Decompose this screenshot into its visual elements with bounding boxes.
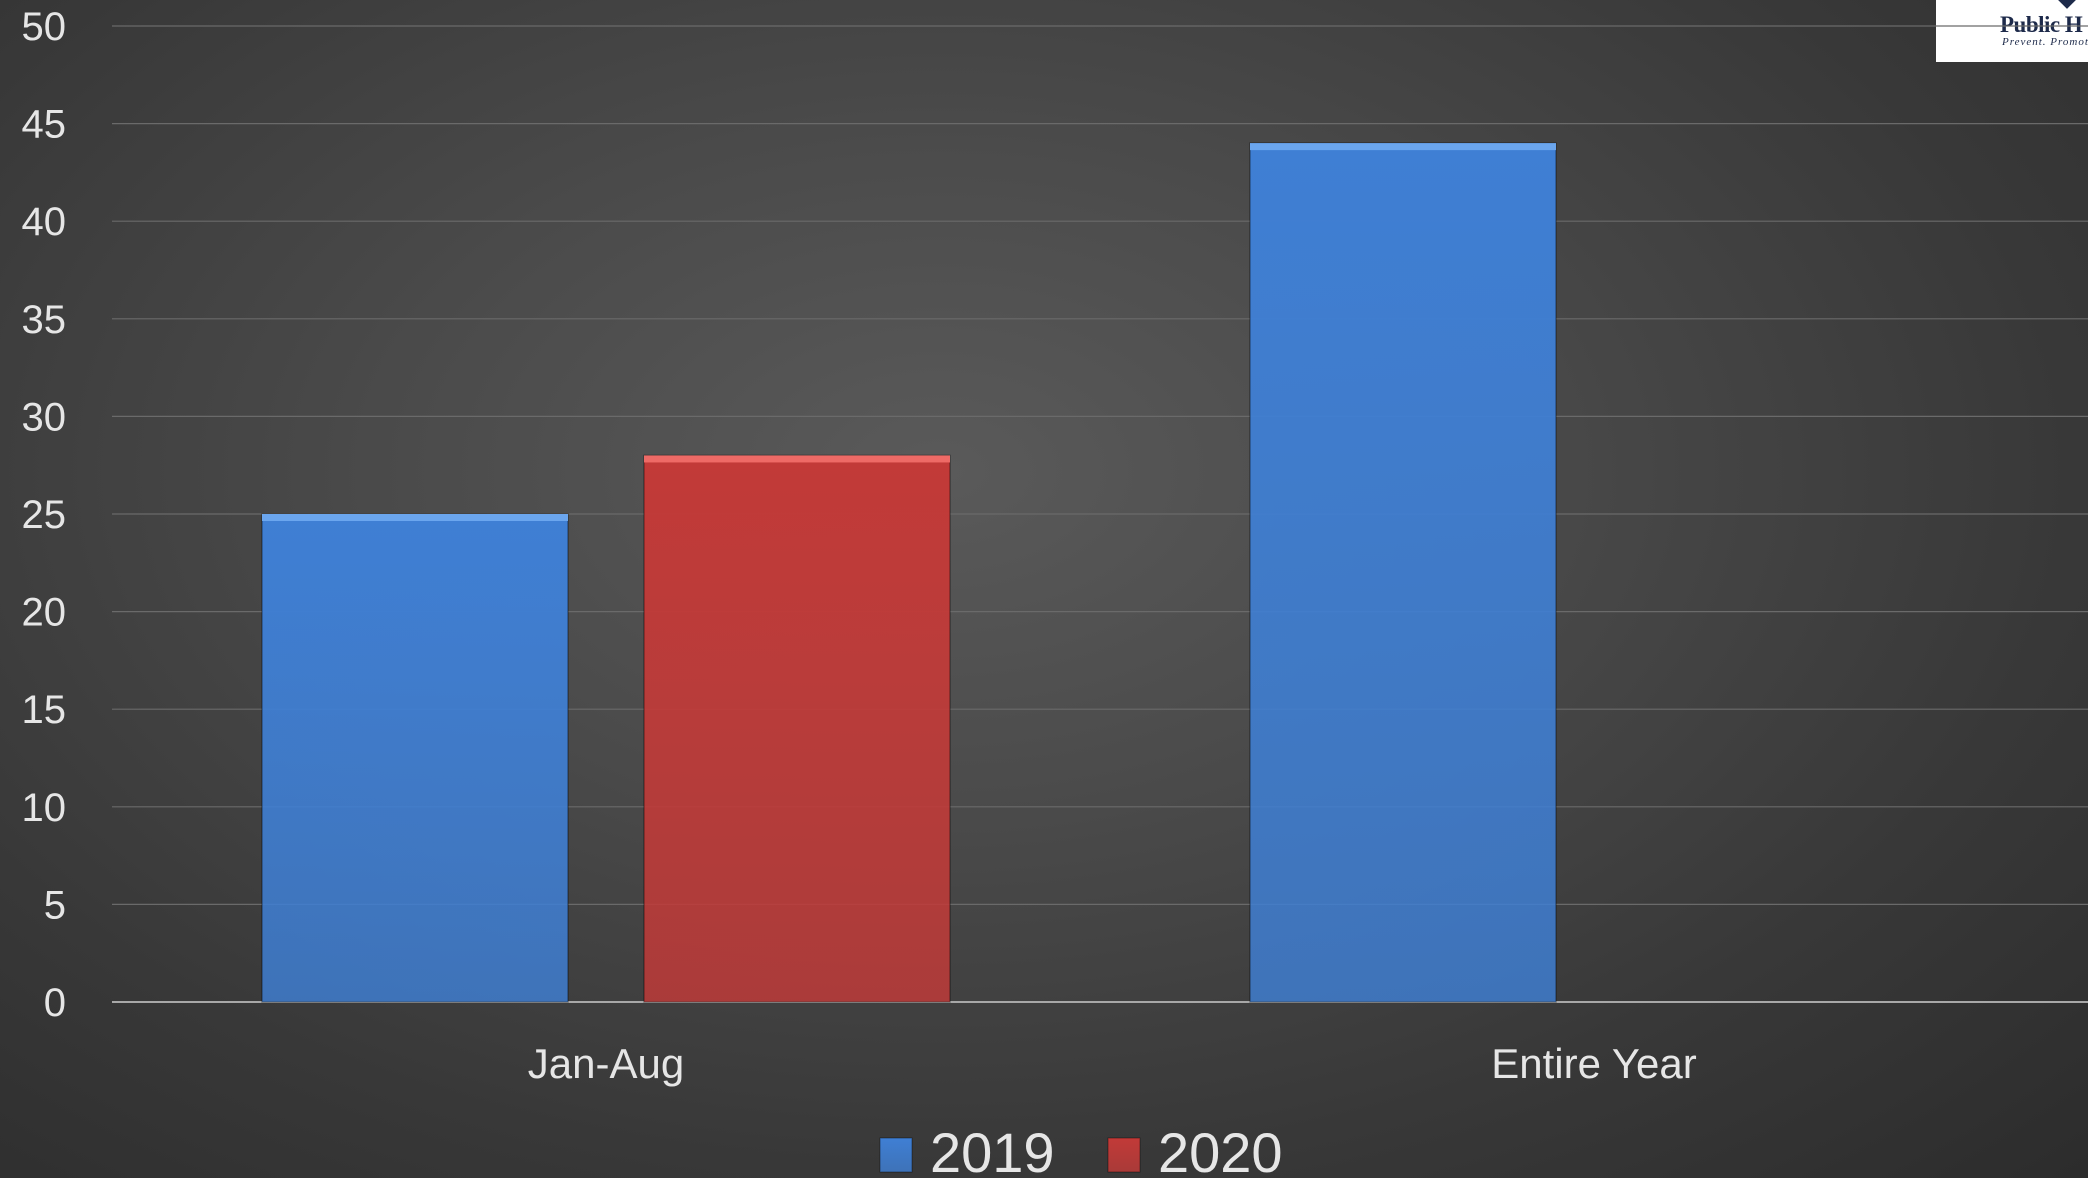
x-axis-categories: Jan-Aug Entire Year	[528, 1040, 1697, 1087]
y-tick-label: 25	[22, 493, 67, 537]
legend-swatch-2020	[1107, 1137, 1141, 1173]
y-tick-label: 50	[22, 5, 67, 49]
y-axis-ticks: 0 5 10 15 20 25 30 35 40 45 50	[22, 5, 67, 1025]
x-category-label: Jan-Aug	[528, 1040, 684, 1087]
y-tick-label: 20	[22, 591, 67, 635]
bar-top-bevel	[262, 514, 568, 521]
y-tick-label: 30	[22, 395, 67, 439]
y-tick-label: 40	[22, 200, 67, 244]
legend-label-2019: 2019	[930, 1121, 1055, 1178]
bars	[261, 142, 1557, 1003]
bar-2019-jan-aug	[261, 513, 569, 1003]
bar-2020-jan-aug	[643, 454, 951, 1003]
public-health-logo: Public H Prevent. Promot	[1936, 0, 2088, 62]
bar-top-bevel	[1250, 143, 1556, 151]
y-tick-label: 10	[22, 786, 67, 830]
bar-top-bevel	[644, 455, 950, 463]
bar-2019-entire-year	[1249, 142, 1557, 1003]
legend-label-2020: 2020	[1158, 1121, 1283, 1178]
legend: 2019 2020	[879, 1121, 1283, 1178]
x-category-label: Entire Year	[1491, 1040, 1697, 1087]
y-tick-label: 45	[22, 103, 67, 147]
y-tick-label: 5	[44, 883, 66, 927]
legend-swatch-2019	[879, 1137, 913, 1173]
y-tick-label: 15	[22, 688, 67, 732]
y-tick-label: 35	[22, 298, 67, 342]
logo-subtitle: Prevent. Promot	[2002, 36, 2088, 48]
y-tick-label: 0	[44, 981, 66, 1025]
logo-title: Public H	[2000, 12, 2083, 37]
